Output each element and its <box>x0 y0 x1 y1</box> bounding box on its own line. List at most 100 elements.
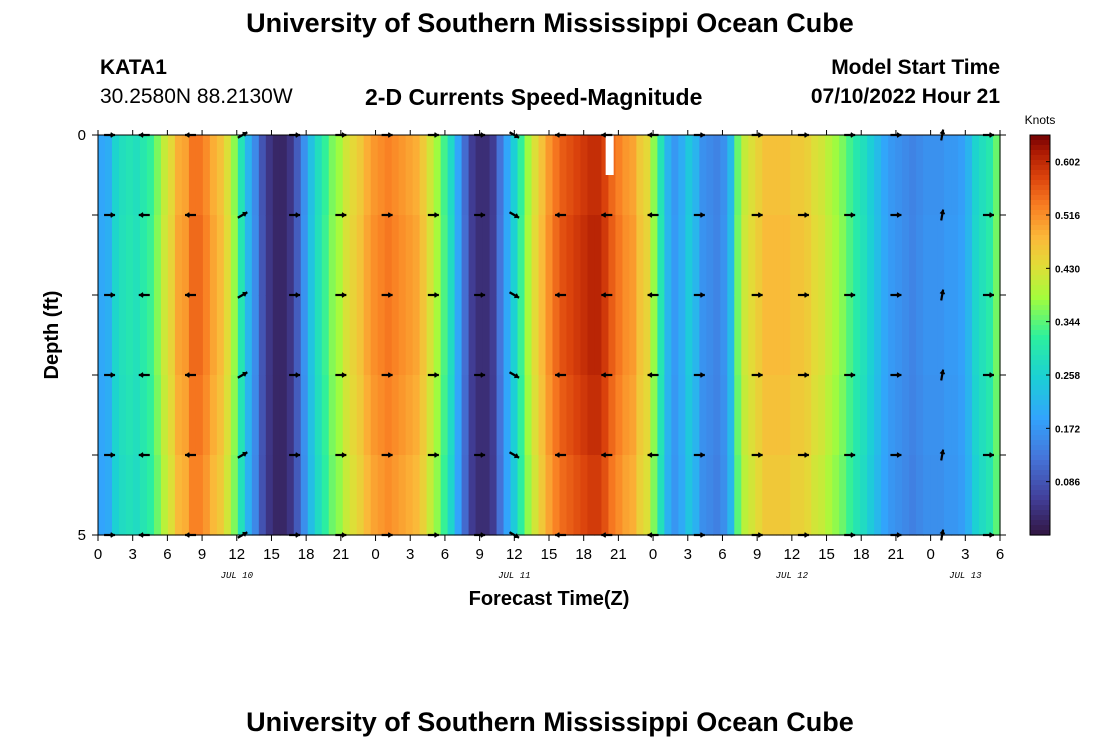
heatmap-cell <box>433 215 442 296</box>
heatmap-cell <box>818 135 826 216</box>
heatmap-cell <box>965 455 973 536</box>
heatmap-cell <box>608 295 617 376</box>
colorbar-segment <box>1030 285 1050 291</box>
current-arrow <box>474 292 486 298</box>
x-tick-label: 6 <box>441 546 449 563</box>
x-tick-label: 18 <box>575 546 592 563</box>
heatmap-cell <box>853 295 861 376</box>
heatmap-cell <box>426 295 435 376</box>
heatmap-cell <box>622 375 631 456</box>
heatmap-cell <box>685 375 693 456</box>
heatmap-cell <box>979 135 987 216</box>
arrow-head <box>295 452 301 458</box>
heatmap-cell <box>258 215 267 296</box>
heatmap-cell <box>531 215 540 296</box>
current-arrow <box>693 212 705 218</box>
heatmap-cell <box>762 135 770 216</box>
heatmap-cell <box>461 135 470 216</box>
arrow-head <box>939 529 946 535</box>
heatmap-cell <box>881 375 889 456</box>
heatmap-cell <box>153 215 162 296</box>
current-arrow <box>751 292 763 298</box>
heatmap-cell <box>489 375 498 456</box>
arrow-head <box>939 209 946 215</box>
heatmap-cell <box>174 455 183 536</box>
heatmap-cell <box>377 135 386 216</box>
heatmap-cell <box>923 215 931 296</box>
heatmap-cell <box>986 135 994 216</box>
current-arrow <box>289 292 301 298</box>
heatmap-cell <box>98 375 106 456</box>
heatmap-cell <box>741 295 749 376</box>
arrow-head <box>850 132 856 138</box>
heatmap-cell <box>167 295 176 376</box>
heatmap-cell <box>475 135 484 216</box>
current-arrow <box>939 369 946 381</box>
heatmap-cell <box>615 215 624 296</box>
heatmap-cell <box>825 295 833 376</box>
heatmap-cell <box>251 135 260 216</box>
colorbar-frame <box>1029 134 1051 536</box>
colorbar-segment <box>1030 200 1050 206</box>
heatmap-cell <box>643 135 651 216</box>
heatmap-cell <box>832 375 840 456</box>
heatmap-cell <box>139 135 148 216</box>
heatmap-cell <box>321 295 330 376</box>
heatmap-cell <box>230 375 239 456</box>
current-arrow <box>939 449 946 461</box>
heatmap-cell <box>398 135 407 216</box>
heatmap-cell <box>615 375 624 456</box>
arrow-head <box>242 131 248 137</box>
heatmap-cell <box>237 295 246 376</box>
heatmap-cell <box>98 455 106 536</box>
heatmap-cell <box>888 375 896 456</box>
heatmap-cell <box>671 295 679 376</box>
heatmap-cell <box>699 215 707 296</box>
arrow-head <box>601 532 607 538</box>
heatmap-cell <box>685 455 693 536</box>
heatmap-cell <box>139 295 148 376</box>
current-arrow <box>693 372 705 378</box>
current-arrow <box>381 372 393 378</box>
heatmap-cell <box>391 215 400 296</box>
heatmap-cell <box>601 455 610 536</box>
day-label: JUL 12 <box>776 571 809 581</box>
heatmap-cell <box>342 375 351 456</box>
heatmap-cell <box>272 455 281 536</box>
heatmap-cell <box>972 135 980 216</box>
current-arrow <box>104 452 116 458</box>
heatmap-cell <box>986 295 994 376</box>
heatmap-cell <box>419 455 428 536</box>
heatmap-cell <box>538 455 547 536</box>
heatmap-cell <box>846 375 854 456</box>
heatmap-cell <box>566 135 575 216</box>
arrow-head <box>850 452 856 458</box>
current-arrow <box>797 532 809 538</box>
arrow-head <box>647 532 653 538</box>
colorbar-segment <box>1030 215 1050 221</box>
heatmap-cell <box>468 135 477 216</box>
arrow-head <box>850 292 856 298</box>
heatmap-cell <box>748 295 756 376</box>
heatmap-cell <box>615 295 624 376</box>
colorbar-segment <box>1030 180 1050 186</box>
x-tick-label: 0 <box>926 546 934 563</box>
heatmap-cell <box>769 295 777 376</box>
current-arrow <box>335 372 347 378</box>
heatmap-cell <box>720 375 728 456</box>
heatmap-cell <box>412 375 421 456</box>
heatmap-cell <box>314 215 323 296</box>
heatmap-cell <box>377 215 386 296</box>
colorbar-tick-label: 0.602 <box>1055 158 1080 169</box>
heatmap-cell <box>587 455 596 536</box>
heatmap-cell <box>181 455 190 536</box>
heatmap-cell <box>832 455 840 536</box>
heatmap-cell <box>832 135 840 216</box>
colorbar-segment <box>1030 305 1050 311</box>
x-tick-label: 18 <box>298 546 315 563</box>
heatmap-cell <box>454 295 463 376</box>
current-arrow <box>237 531 248 539</box>
heatmap-cell <box>216 215 225 296</box>
heatmap-cell <box>335 375 344 456</box>
heatmap-cell <box>286 295 295 376</box>
